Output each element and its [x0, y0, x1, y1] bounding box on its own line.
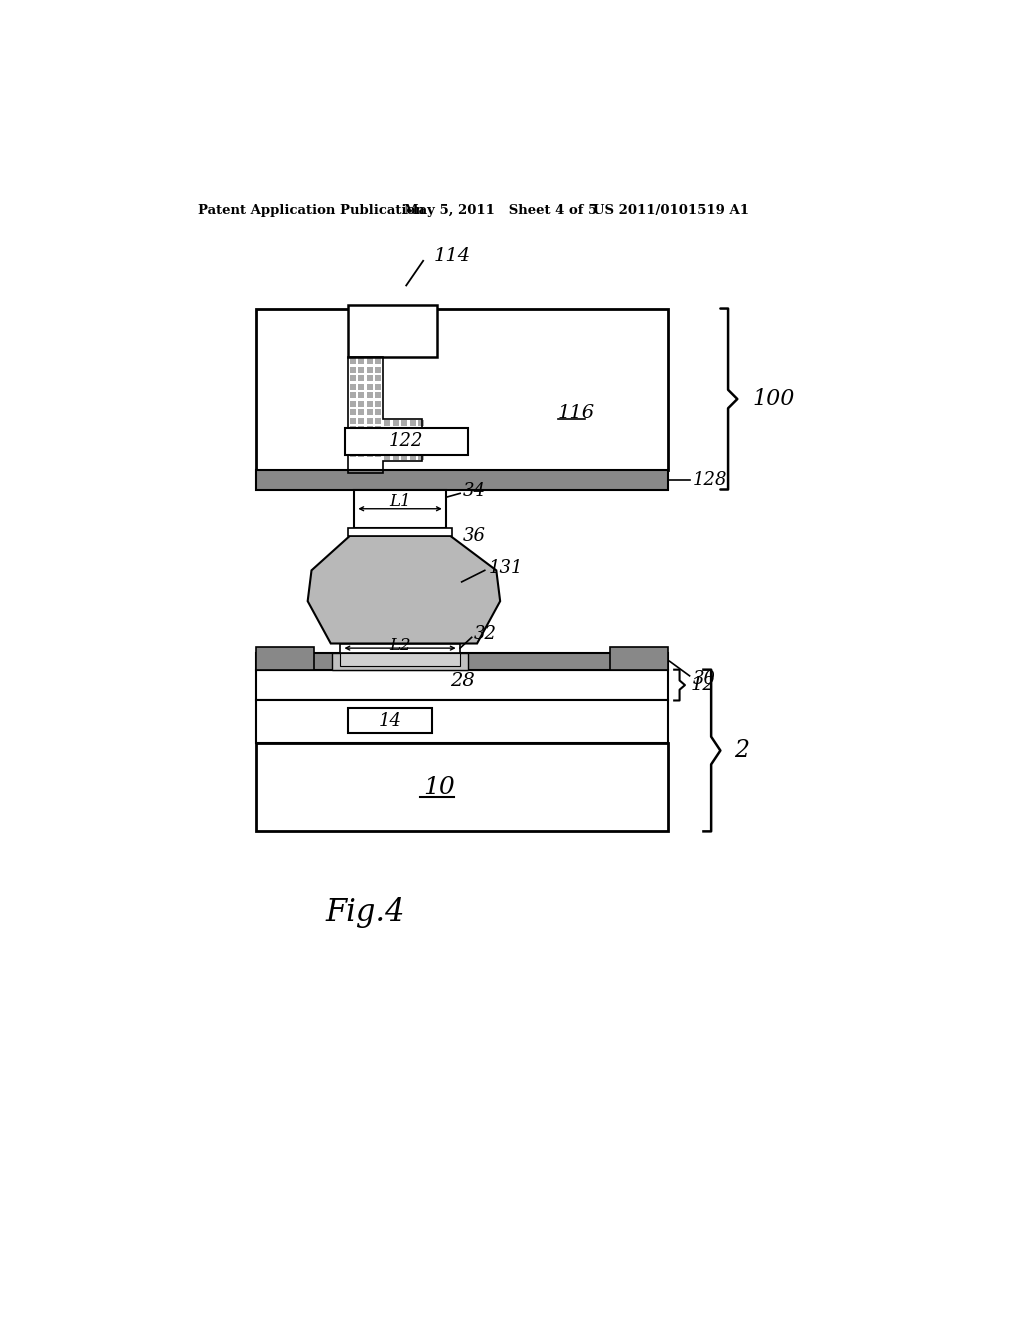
Text: 116: 116 — [558, 404, 595, 421]
Bar — [348, 305, 437, 358]
Polygon shape — [307, 536, 500, 644]
Bar — [354, 490, 446, 528]
Bar — [256, 669, 668, 701]
Text: 10: 10 — [423, 776, 455, 799]
Text: 122: 122 — [389, 433, 424, 450]
Text: Patent Application Publication: Patent Application Publication — [199, 205, 425, 218]
Bar — [256, 470, 668, 490]
Text: 32: 32 — [474, 626, 497, 643]
Bar — [333, 653, 468, 669]
Text: 14: 14 — [379, 711, 401, 730]
Text: 34: 34 — [463, 482, 486, 500]
Text: 114: 114 — [433, 247, 470, 265]
Text: 2: 2 — [734, 739, 750, 762]
Text: L2: L2 — [389, 638, 411, 655]
Text: US 2011/0101519 A1: US 2011/0101519 A1 — [593, 205, 749, 218]
Bar — [256, 653, 668, 669]
Bar — [348, 528, 453, 536]
Bar — [256, 701, 668, 743]
Bar — [256, 647, 313, 669]
Text: 36: 36 — [463, 527, 486, 545]
Bar — [610, 647, 668, 669]
Bar — [340, 653, 460, 665]
Text: Fig.4: Fig.4 — [326, 898, 406, 928]
Bar — [345, 428, 468, 455]
Text: 28: 28 — [450, 672, 474, 690]
Text: 131: 131 — [488, 560, 523, 577]
Bar — [348, 708, 432, 733]
Text: L1: L1 — [389, 492, 411, 510]
Text: 128: 128 — [692, 471, 727, 488]
Text: 12: 12 — [691, 676, 716, 694]
Text: 30: 30 — [692, 671, 716, 688]
Text: 100: 100 — [753, 388, 795, 411]
Bar — [256, 309, 668, 470]
Text: May 5, 2011   Sheet 4 of 5: May 5, 2011 Sheet 4 of 5 — [403, 205, 597, 218]
Bar — [340, 644, 460, 653]
Bar — [256, 743, 668, 832]
